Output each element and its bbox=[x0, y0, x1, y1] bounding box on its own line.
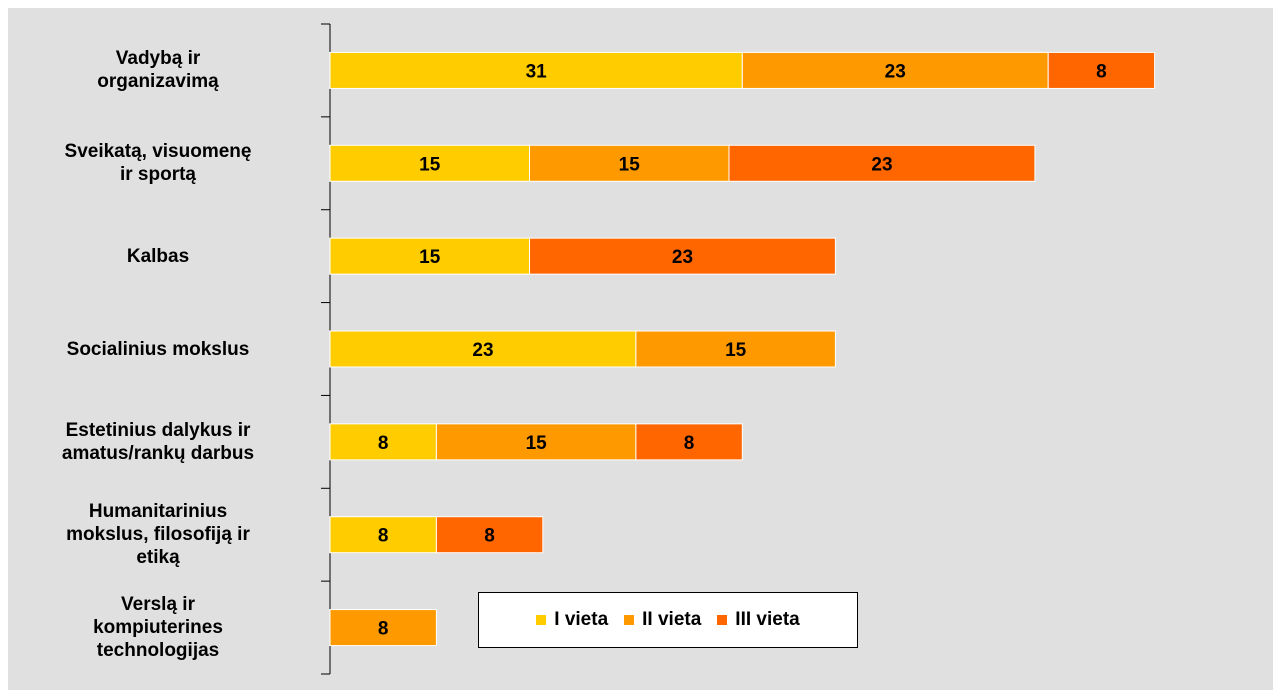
legend-swatch bbox=[624, 615, 635, 625]
legend-swatch bbox=[536, 615, 547, 625]
data-label: 15 bbox=[419, 247, 441, 268]
data-label: 15 bbox=[619, 154, 641, 175]
bar-segment bbox=[329, 237, 530, 275]
bar-segment bbox=[635, 423, 743, 461]
category-label: Socialinius mokslus bbox=[66, 338, 250, 360]
bar-segment bbox=[635, 330, 836, 368]
bar-segment bbox=[329, 330, 637, 368]
data-label: 23 bbox=[871, 154, 892, 175]
category-label: Estetinius dalykus ir amatus/rankų darbu… bbox=[61, 419, 255, 464]
category-label: Humanitarinius mokslus, filosofiją ir et… bbox=[66, 501, 250, 569]
bar-segment bbox=[728, 144, 1036, 182]
legend-item: I vieta bbox=[536, 609, 608, 631]
bar-segment bbox=[329, 609, 437, 647]
data-label: 8 bbox=[378, 433, 389, 454]
bar-segment bbox=[529, 237, 836, 275]
legend-label: I vieta bbox=[554, 609, 609, 630]
bar-segment bbox=[329, 423, 437, 461]
legend-label: III vieta bbox=[735, 609, 800, 630]
bar-segment bbox=[329, 144, 530, 182]
data-label: 8 bbox=[378, 619, 389, 640]
legend-swatch bbox=[717, 615, 728, 625]
category-label: Verslą ir kompiuterines technologijas bbox=[93, 594, 223, 662]
data-label: 8 bbox=[1096, 61, 1107, 82]
data-label: 23 bbox=[885, 61, 906, 82]
category-label: Sveikatą, visuomenę ir sportą bbox=[64, 141, 252, 186]
data-label: 8 bbox=[378, 526, 389, 547]
bar-segment bbox=[741, 51, 1049, 89]
legend: I vieta II vieta III vieta bbox=[478, 592, 858, 648]
legend-item: II vieta bbox=[624, 609, 701, 631]
bar-segment bbox=[435, 516, 544, 554]
data-label: 31 bbox=[526, 61, 548, 82]
data-label: 15 bbox=[526, 433, 548, 454]
bar-segment bbox=[329, 51, 743, 89]
data-label: 15 bbox=[725, 340, 747, 361]
data-label: 15 bbox=[419, 154, 441, 175]
data-label: 8 bbox=[484, 526, 495, 547]
data-label: 8 bbox=[684, 433, 695, 454]
category-label: Kalbas bbox=[126, 245, 190, 267]
legend-item: III vieta bbox=[717, 609, 800, 631]
category-label: Vadybą ir organizavimą bbox=[97, 48, 219, 93]
bar-segment bbox=[1047, 51, 1156, 89]
bar-segment bbox=[329, 516, 437, 554]
bar-segment bbox=[529, 144, 730, 182]
bar-segment bbox=[435, 423, 637, 461]
legend-label: II vieta bbox=[642, 609, 702, 630]
data-label: 23 bbox=[672, 247, 693, 268]
data-label: 23 bbox=[472, 340, 493, 361]
